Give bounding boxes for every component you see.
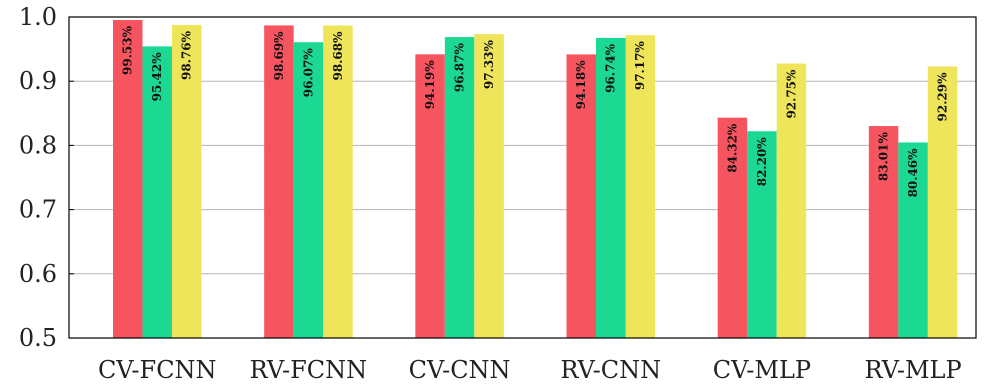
data-label: 97.33%	[482, 40, 496, 90]
bar	[142, 46, 172, 339]
data-label: 92.29%	[936, 72, 950, 122]
data-label: 97.17%	[633, 41, 647, 91]
data-label: 94.18%	[574, 60, 588, 110]
data-label: 83.01%	[877, 131, 891, 181]
bar	[172, 24, 202, 338]
bar	[625, 35, 655, 338]
y-tick-label: 0.8	[19, 131, 57, 159]
bar	[776, 63, 807, 339]
data-label: 99.53%	[121, 25, 135, 75]
data-label: 98.69%	[272, 31, 286, 81]
bar	[747, 131, 777, 338]
x-tick-label: CV-CNN	[409, 356, 511, 384]
data-label: 95.42%	[150, 52, 164, 102]
bar	[868, 126, 899, 338]
data-label: 98.68%	[331, 31, 345, 81]
bar	[898, 142, 928, 338]
bar	[415, 54, 445, 338]
bar	[927, 66, 958, 338]
data-labels: 99.53% 95.42% 98.76% 98.69% 96.07% 98.68% 94.1…	[121, 25, 950, 197]
bar	[293, 42, 324, 339]
plot-frame	[68, 16, 977, 339]
data-label: 96.87%	[453, 43, 467, 93]
bar	[596, 37, 626, 338]
x-tick-label: RV-FCNN	[250, 356, 367, 384]
data-label: 82.20%	[755, 137, 769, 187]
bar	[444, 37, 475, 338]
y-tick-label: 0.9	[19, 67, 57, 95]
x-tick-label: RV-MLP	[865, 356, 962, 384]
bar	[113, 20, 143, 339]
data-label: 80.46%	[906, 148, 920, 198]
x-tick-label: CV-FCNN	[98, 356, 217, 384]
y-tick-label: 0.6	[19, 260, 57, 288]
data-label: 92.75%	[784, 69, 798, 119]
x-tick-label: CV-MLP	[713, 356, 811, 384]
bars	[113, 20, 958, 339]
y-tick-label: 0.5	[19, 324, 57, 352]
data-label: 96.07%	[301, 48, 315, 98]
bar	[323, 25, 353, 339]
data-label: 98.76%	[180, 30, 194, 80]
x-tick-label: RV-CNN	[560, 356, 661, 384]
data-label: 84.32%	[725, 123, 739, 173]
y-axis-ticks: 0.5 0.6 0.7 0.8 0.9 1.0	[19, 3, 74, 352]
bar	[264, 25, 294, 339]
bar	[717, 117, 748, 338]
gridlines	[69, 80, 976, 275]
x-axis-ticks: CV-FCNN RV-FCNN CV-CNN RV-CNN CV-MLP RV-MLP	[98, 356, 962, 384]
bar	[566, 54, 596, 338]
y-tick-label: 0.7	[19, 196, 57, 224]
data-label: 94.19%	[423, 60, 437, 110]
data-label: 96.74%	[604, 43, 618, 93]
bar	[474, 34, 504, 339]
y-tick-label: 1.0	[19, 3, 57, 31]
